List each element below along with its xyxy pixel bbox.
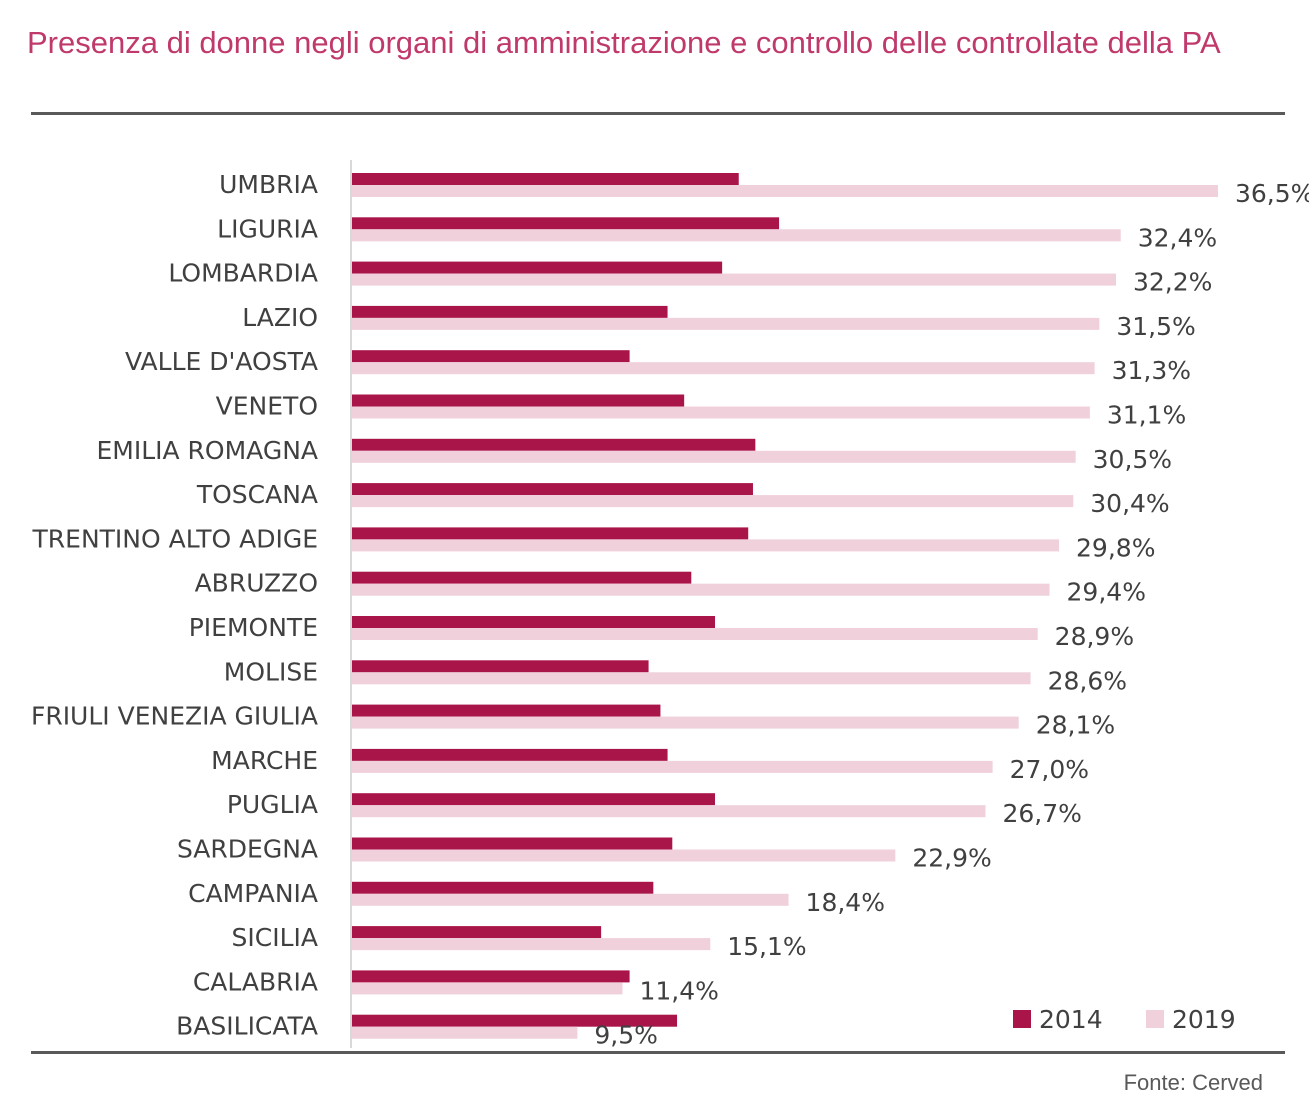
data-label-2019: 27,0%: [1010, 755, 1089, 784]
data-label-2019: 31,5%: [1116, 312, 1195, 341]
bar-2014: [352, 616, 716, 628]
bar-2014: [352, 1014, 678, 1027]
data-label-2019: 32,4%: [1138, 223, 1217, 252]
bar-2019: [352, 672, 1031, 685]
bar-2014: [352, 837, 673, 850]
bar-2019: [352, 229, 1121, 242]
bar-2019: [352, 716, 1019, 729]
data-label-2019: 9,5%: [594, 1021, 658, 1050]
bar-2014: [352, 748, 668, 761]
category-label: CALABRIA: [193, 967, 318, 996]
data-label-2019: 30,5%: [1093, 445, 1172, 474]
category-label: SARDEGNA: [177, 835, 318, 864]
legend-swatch-2014: [1013, 1010, 1031, 1028]
bar-2014: [352, 527, 749, 540]
bar-2014: [352, 305, 668, 318]
data-label-2019: 15,1%: [727, 932, 806, 961]
data-label-2019: 36,5%: [1235, 179, 1309, 208]
data-label-2019: 11,4%: [639, 976, 718, 1005]
data-label-2019: 26,7%: [1002, 799, 1081, 828]
bar-2014: [352, 483, 753, 496]
category-label: MARCHE: [211, 746, 318, 775]
legend-label-2019: 2019: [1172, 1005, 1236, 1034]
category-label: LIGURIA: [217, 214, 318, 243]
category-label: EMILIA ROMAGNA: [96, 436, 318, 465]
bar-2019: [352, 406, 1090, 419]
bar-2014: [352, 261, 723, 274]
category-label: ABRUZZO: [195, 569, 318, 598]
data-label-2019: 30,4%: [1090, 489, 1169, 518]
legend: 2014 2019: [1013, 1005, 1236, 1034]
data-label-2019: 31,1%: [1107, 401, 1186, 430]
bar-2014: [352, 394, 685, 407]
bar-2019: [352, 628, 1038, 640]
category-label: TOSCANA: [196, 480, 318, 509]
data-label-2019: 28,1%: [1036, 711, 1115, 740]
bar-2019: [352, 362, 1095, 375]
bar-2019: [352, 450, 1076, 463]
data-label-2019: 32,2%: [1133, 268, 1212, 297]
bar-2019: [352, 185, 1218, 197]
category-label: SICILIA: [232, 923, 318, 952]
data-label-2019: 31,3%: [1112, 356, 1191, 385]
category-label: TRENTINO ALTO ADIGE: [32, 524, 319, 553]
category-label: LAZIO: [242, 303, 318, 332]
bar-2014: [352, 793, 716, 806]
bar-2014: [352, 926, 602, 939]
bar-2019: [352, 938, 711, 951]
chart-title: Presenza di donne negli organi di ammini…: [27, 25, 1221, 60]
category-label: PIEMONTE: [189, 613, 318, 642]
source-note: Fonte: Cerved: [1123, 1070, 1263, 1095]
top-divider: [31, 112, 1285, 115]
data-label-2019: 28,9%: [1055, 622, 1134, 651]
bar-chart: UMBRIA 36,5% LIGURIA 32,4% LOMBARDIA 32,2% LAZ…: [31, 160, 1309, 1050]
bar-2019: [352, 317, 1100, 330]
bar-2014: [352, 881, 654, 894]
bar-2014: [352, 173, 739, 185]
category-label: BASILICATA: [176, 1012, 318, 1041]
category-label: VENETO: [216, 392, 318, 421]
legend-swatch-2019: [1146, 1010, 1164, 1028]
bar-2014: [352, 571, 692, 584]
bottom-divider: [31, 1051, 1285, 1054]
category-label: UMBRIA: [219, 170, 318, 199]
category-label: LOMBARDIA: [168, 259, 318, 288]
bar-2019: [352, 982, 623, 995]
category-label: MOLISE: [224, 657, 318, 686]
bar-2019: [352, 495, 1074, 508]
data-label-2019: 28,6%: [1048, 666, 1127, 695]
bar-2014: [352, 970, 630, 983]
bar-2019: [352, 583, 1050, 596]
category-label: VALLE D'AOSTA: [125, 347, 318, 376]
data-label-2019: 29,8%: [1076, 533, 1155, 562]
bar-2014: [352, 217, 780, 230]
category-label: PUGLIA: [227, 790, 318, 819]
bar-2014: [352, 704, 661, 717]
data-label-2019: 22,9%: [912, 844, 991, 873]
bar-2019: [352, 273, 1116, 286]
category-label: FRIULI VENEZIA GIULIA: [31, 702, 318, 731]
bar-2019: [352, 539, 1060, 552]
bar-2019: [352, 893, 789, 906]
bar-2014: [352, 438, 756, 451]
category-label: CAMPANIA: [188, 879, 318, 908]
bar-2019: [352, 1026, 578, 1039]
data-label-2019: 29,4%: [1067, 578, 1146, 607]
bar-2014: [352, 660, 649, 673]
data-label-2019: 18,4%: [806, 888, 885, 917]
bar-2014: [352, 350, 630, 363]
bar-2019: [352, 805, 986, 818]
bar-2019: [352, 760, 993, 773]
legend-label-2014: 2014: [1039, 1005, 1103, 1034]
bar-2019: [352, 849, 896, 862]
